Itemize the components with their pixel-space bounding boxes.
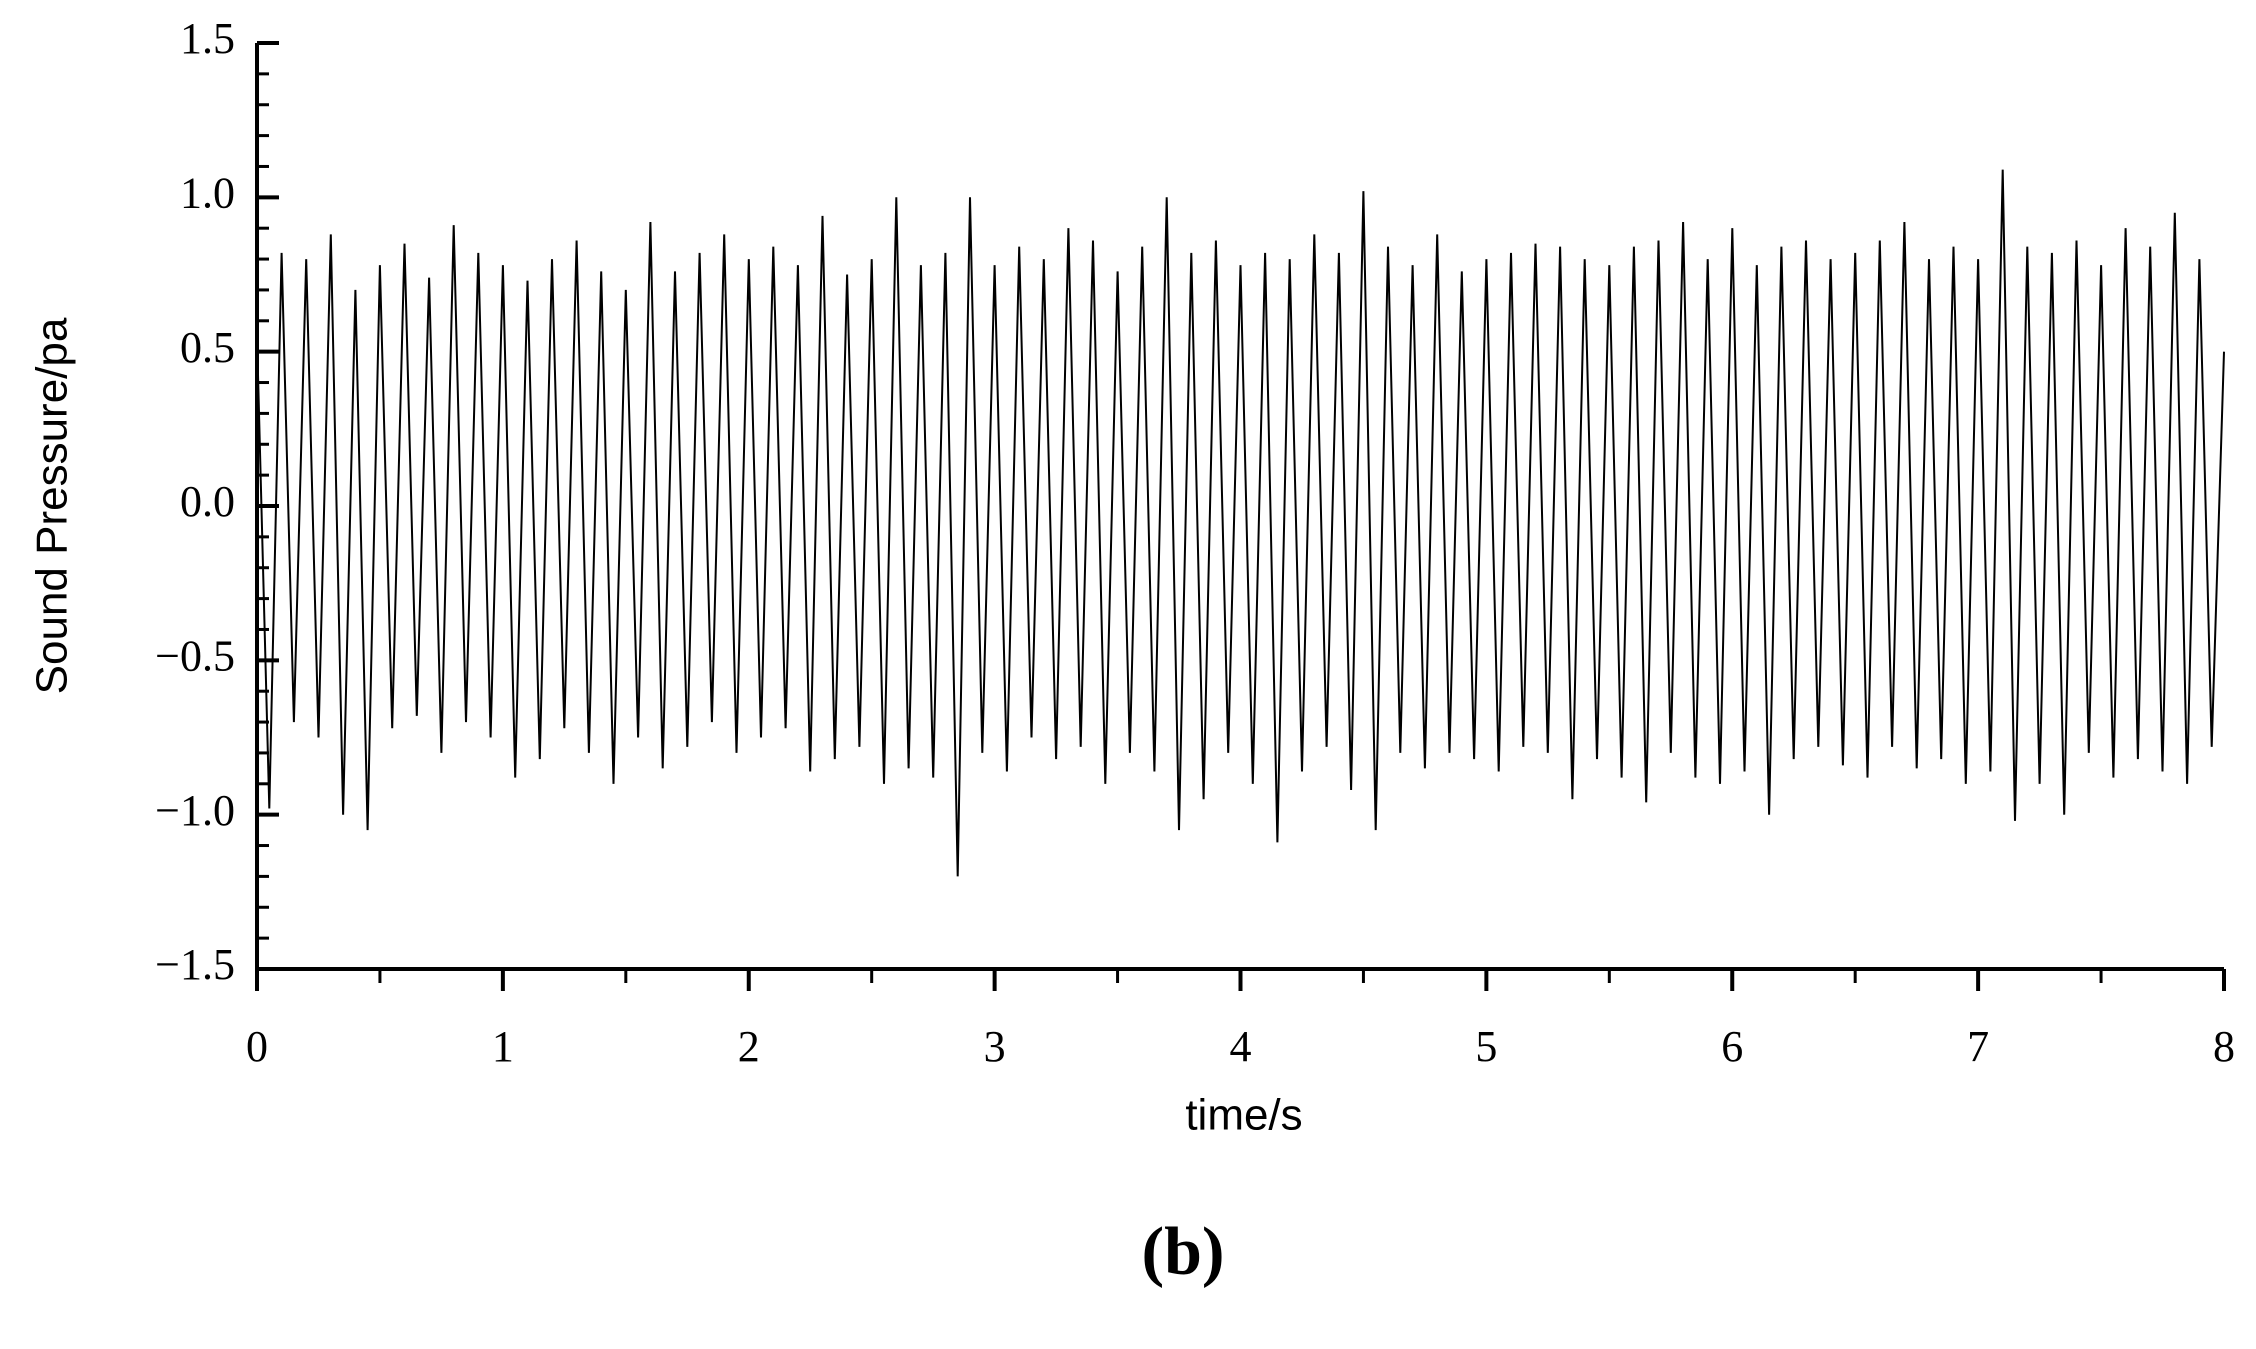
y-tick-label: −1.0	[155, 786, 235, 835]
x-tick-label: 7	[1967, 1022, 1989, 1071]
x-tick-label: 4	[1230, 1022, 1252, 1071]
y-tick-label: 0.0	[180, 477, 235, 526]
y-axis-label: Sound Pressure/pa	[28, 317, 77, 694]
caption: (b)	[1141, 1213, 1224, 1289]
y-tick-label: 0.5	[180, 323, 235, 372]
y-tick-label: −0.5	[155, 631, 235, 680]
x-tick-label: 0	[246, 1022, 268, 1071]
x-tick-label: 6	[1721, 1022, 1743, 1071]
x-axis-label: time/s	[1185, 1091, 1302, 1140]
x-tick-label: 5	[1475, 1022, 1497, 1071]
x-tick-label: 2	[738, 1022, 760, 1071]
x-tick-label: 8	[2213, 1022, 2235, 1071]
signal-line	[256, 169, 2225, 877]
x-tick-label: 1	[492, 1022, 514, 1071]
y-tick-label: −1.5	[155, 940, 235, 989]
y-tick-label: 1.5	[180, 14, 235, 63]
x-tick-label: 3	[984, 1022, 1006, 1071]
y-tick-label: 1.0	[180, 168, 235, 217]
